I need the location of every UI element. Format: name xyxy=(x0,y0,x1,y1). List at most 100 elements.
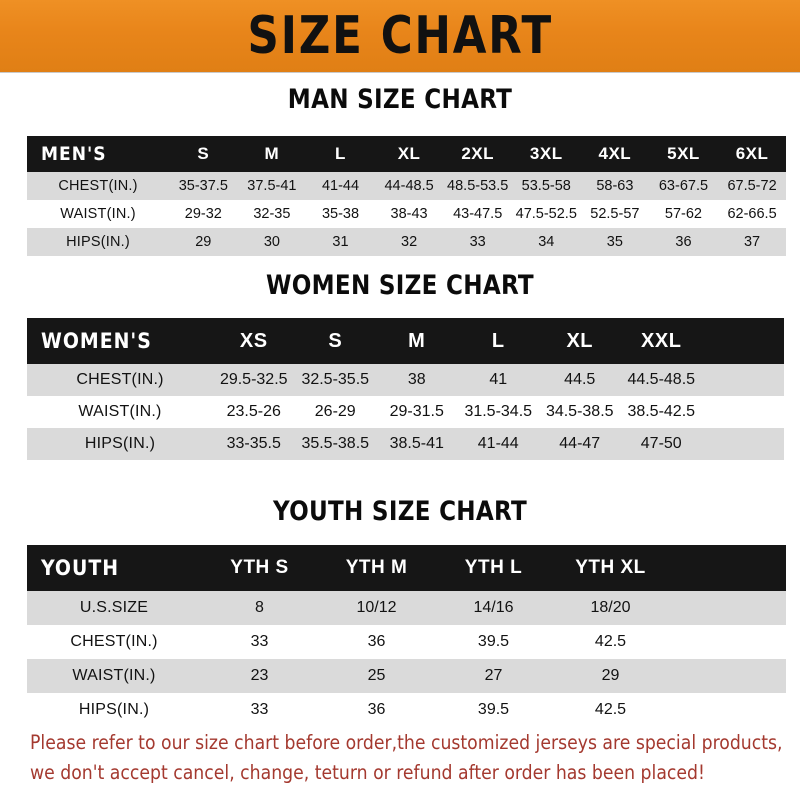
row-label: HIPS(IN.) xyxy=(27,693,201,727)
table-cell: 33 xyxy=(443,228,512,256)
table-cell xyxy=(702,364,784,396)
table-cell: 36 xyxy=(318,693,435,727)
table-cell: 52.5-57 xyxy=(580,200,650,228)
table-cell: 38 xyxy=(376,364,458,396)
table-cell xyxy=(669,693,786,727)
disclaimer-line-2: we don't accept cancel, change, teturn o… xyxy=(30,761,705,784)
table-cell: 33 xyxy=(201,625,318,659)
table-cell: 35-37.5 xyxy=(169,172,238,200)
table-header-size: M xyxy=(376,318,458,364)
table-header-size: 4XL xyxy=(580,136,650,172)
table-header-size: XXL xyxy=(620,318,702,364)
table-cell: 32-35 xyxy=(237,200,307,228)
table-cell: 35.5-38.5 xyxy=(294,428,376,460)
section-heading-women: WOMEN SIZE CHART xyxy=(266,270,534,301)
table-row: HIPS(IN.) 33-35.5 35.5-38.5 38.5-41 41-44 44-… xyxy=(27,428,784,460)
table-row: WAIST(IN.) 23.5-26 26-29 29-31.5 31.5-34.5 34… xyxy=(27,396,784,428)
row-label: WAIST(IN.) xyxy=(27,200,169,228)
table-cell: 34.5-38.5 xyxy=(539,396,621,428)
section-heading-youth: YOUTH SIZE CHART xyxy=(272,496,527,527)
table-cell: 23.5-26 xyxy=(213,396,295,428)
table-row: WAIST(IN.) 29-32 32-35 35-38 38-43 43-47.5 47.… xyxy=(27,200,787,228)
table-cell: 38.5-42.5 xyxy=(620,396,702,428)
table-cell: 38.5-41 xyxy=(376,428,458,460)
table-header-size: YTH L xyxy=(435,545,552,591)
table-header-size: XL xyxy=(539,318,621,364)
table-cell: 67.5-72 xyxy=(717,172,787,200)
table-cell: 41 xyxy=(457,364,539,396)
table-cell: 8 xyxy=(201,591,318,625)
page-title: SIZE CHART xyxy=(247,6,553,66)
row-label: CHEST(IN.) xyxy=(27,172,169,200)
table-header-size: YTH S xyxy=(201,545,318,591)
table-cell: 26-29 xyxy=(294,396,376,428)
banner: SIZE CHART xyxy=(0,0,800,72)
table-cell: 29-32 xyxy=(169,200,238,228)
table-header-size: XS xyxy=(213,318,295,364)
table-cell: 30 xyxy=(237,228,307,256)
table-cell: 37 xyxy=(717,228,787,256)
table-cell: 14/16 xyxy=(435,591,552,625)
row-label: CHEST(IN.) xyxy=(27,625,201,659)
table-cell: 32.5-35.5 xyxy=(294,364,376,396)
table-cell: 43-47.5 xyxy=(443,200,512,228)
table-cell: 48.5-53.5 xyxy=(443,172,512,200)
row-label: U.S.SIZE xyxy=(27,591,201,625)
table-cell: 33 xyxy=(201,693,318,727)
table-row: CHEST(IN.) 29.5-32.5 32.5-35.5 38 41 44.5 44.5… xyxy=(27,364,784,396)
table-cell: 37.5-41 xyxy=(237,172,307,200)
table-cell: 42.5 xyxy=(552,625,669,659)
table-cell: 42.5 xyxy=(552,693,669,727)
table-cell: 27 xyxy=(435,659,552,693)
table-header-spacer xyxy=(669,545,786,591)
table-cell: 38-43 xyxy=(374,200,444,228)
table-cell: 39.5 xyxy=(435,625,552,659)
table-cell: 25 xyxy=(318,659,435,693)
table-cell: 23 xyxy=(201,659,318,693)
table-cell: 34 xyxy=(511,228,581,256)
table-cell xyxy=(669,625,786,659)
table-cell: 35 xyxy=(580,228,650,256)
table-cell: 31.5-34.5 xyxy=(457,396,539,428)
table-header-size: S xyxy=(169,136,238,172)
table-cell: 57-62 xyxy=(649,200,718,228)
row-label: HIPS(IN.) xyxy=(27,228,169,256)
table-row: WAIST(IN.) 23 25 27 29 xyxy=(27,659,786,693)
table-cell: 31 xyxy=(306,228,375,256)
table-cell: 29 xyxy=(169,228,238,256)
table-header-size: L xyxy=(457,318,539,364)
table-cell: 47-50 xyxy=(620,428,702,460)
disclaimer: Please refer to our size chart before or… xyxy=(30,728,783,788)
table-header-label: MEN'S xyxy=(27,136,169,172)
table-row: HIPS(IN.) 29 30 31 32 33 34 35 36 37 xyxy=(27,228,787,256)
table-header-label: WOMEN'S xyxy=(27,318,213,364)
table-cell: 36 xyxy=(649,228,718,256)
table-header-size: 5XL xyxy=(649,136,718,172)
table-header-size: 2XL xyxy=(443,136,512,172)
table-header-size: 3XL xyxy=(511,136,581,172)
table-cell: 29.5-32.5 xyxy=(213,364,295,396)
table-cell: 32 xyxy=(374,228,444,256)
table-header-row: YOUTH YTH S YTH M YTH L YTH XL xyxy=(27,545,786,591)
table-cell xyxy=(702,428,784,460)
table-cell: 58-63 xyxy=(580,172,650,200)
table-header-size: L xyxy=(306,136,375,172)
table-cell: 44.5-48.5 xyxy=(620,364,702,396)
women-size-table: WOMEN'S XS S M L XL XXL CHEST(IN.) 29.5-32.5 32.5… xyxy=(27,318,784,460)
table-cell: 10/12 xyxy=(318,591,435,625)
table-cell: 63-67.5 xyxy=(649,172,718,200)
table-cell: 44-48.5 xyxy=(374,172,444,200)
table-row: U.S.SIZE 8 10/12 14/16 18/20 xyxy=(27,591,786,625)
table-header-size: 6XL xyxy=(717,136,787,172)
table-cell: 36 xyxy=(318,625,435,659)
table-cell xyxy=(702,396,784,428)
table-cell: 62-66.5 xyxy=(717,200,787,228)
table-cell: 44.5 xyxy=(539,364,621,396)
table-header-row: MEN'S S M L XL 2XL 3XL 4XL 5XL 6XL xyxy=(27,136,787,172)
table-header-label: YOUTH xyxy=(27,545,201,591)
men-size-table: MEN'S S M L XL 2XL 3XL 4XL 5XL 6XL CHEST(IN.) 35-37… xyxy=(27,136,787,256)
table-cell: 41-44 xyxy=(457,428,539,460)
table-cell: 53.5-58 xyxy=(511,172,581,200)
table-cell: 18/20 xyxy=(552,591,669,625)
